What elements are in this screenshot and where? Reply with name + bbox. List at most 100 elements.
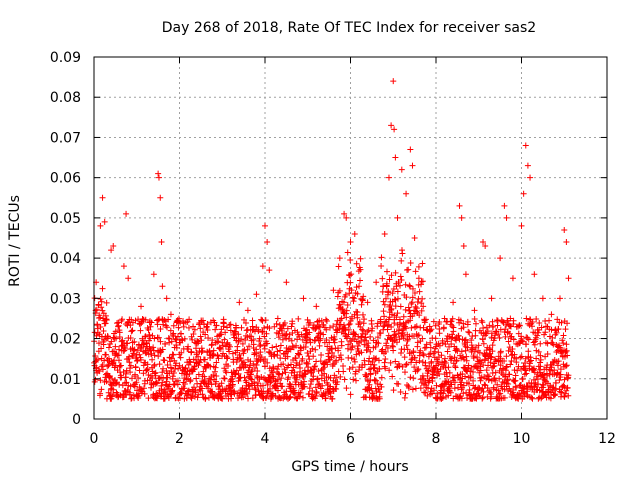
data-point (415, 275, 422, 282)
data-point (319, 382, 326, 389)
data-point (403, 294, 410, 301)
data-point (337, 373, 344, 380)
data-point (220, 320, 227, 327)
data-point (99, 194, 106, 201)
data-point (349, 342, 356, 349)
data-point (378, 254, 385, 261)
data-point (510, 317, 517, 324)
data-point (106, 392, 113, 399)
data-point (318, 351, 325, 358)
data-point (470, 354, 477, 361)
data-point (505, 338, 512, 345)
y-tick-label: 0.02 (50, 332, 81, 348)
data-point (456, 202, 463, 209)
data-point (302, 327, 309, 334)
data-point (149, 375, 156, 382)
data-point (392, 269, 399, 276)
data-point (384, 345, 391, 352)
data-point (199, 391, 206, 398)
data-point (563, 362, 570, 369)
data-point (409, 162, 416, 169)
data-point (320, 322, 327, 329)
data-point (393, 334, 400, 341)
data-point (341, 210, 348, 217)
data-point (184, 318, 191, 325)
data-point (301, 378, 308, 385)
data-point (448, 355, 455, 362)
data-point (326, 324, 333, 331)
data-point (128, 328, 135, 335)
data-point (303, 334, 310, 341)
data-point (428, 326, 435, 333)
data-point (146, 331, 153, 338)
data-point (236, 375, 243, 382)
data-point (288, 323, 295, 330)
data-point (417, 385, 424, 392)
data-point (346, 365, 353, 372)
data-point (140, 370, 147, 377)
data-point (300, 295, 307, 302)
data-point (533, 355, 540, 362)
data-point (351, 356, 358, 363)
data-point (170, 330, 177, 337)
data-point (553, 329, 560, 336)
data-point (393, 314, 400, 321)
data-point (533, 316, 540, 323)
data-point (262, 356, 269, 363)
data-point (436, 370, 443, 377)
data-point (202, 331, 209, 338)
data-point (542, 353, 549, 360)
data-point (460, 243, 467, 250)
data-point (402, 281, 409, 288)
data-point (157, 326, 164, 333)
data-point (324, 361, 331, 368)
data-point (435, 349, 442, 356)
data-point (104, 363, 111, 370)
data-point (529, 395, 536, 402)
data-point (313, 303, 320, 310)
data-point (273, 343, 280, 350)
data-point (398, 277, 405, 284)
data-point (93, 332, 100, 339)
data-point (564, 320, 571, 327)
data-point (132, 317, 139, 324)
data-point (444, 373, 451, 380)
data-point (310, 373, 317, 380)
data-point (344, 249, 351, 256)
data-point (476, 349, 483, 356)
data-point (434, 358, 441, 365)
data-point (408, 359, 415, 366)
data-point (487, 353, 494, 360)
data-point (377, 381, 384, 388)
data-point (516, 322, 523, 329)
data-point (458, 379, 465, 386)
data-point (400, 320, 407, 327)
data-point (299, 336, 306, 343)
data-point (378, 263, 385, 270)
data-point (317, 335, 324, 342)
data-point (523, 341, 530, 348)
data-point (448, 318, 455, 325)
data-point (489, 342, 496, 349)
y-tick-label: 0.01 (50, 372, 81, 388)
data-point (403, 342, 410, 349)
data-point (393, 283, 400, 290)
data-point (474, 354, 481, 361)
data-point (382, 365, 389, 372)
data-point (421, 345, 428, 352)
data-point (342, 291, 349, 298)
data-point (353, 351, 360, 358)
data-point (329, 349, 336, 356)
data-point (548, 311, 555, 318)
data-point (116, 333, 123, 340)
data-point (333, 374, 340, 381)
data-point (360, 327, 367, 334)
data-point (201, 356, 208, 363)
data-point (350, 376, 357, 383)
data-point (219, 395, 226, 402)
data-point (170, 370, 177, 377)
data-point (444, 348, 451, 355)
data-point (347, 239, 354, 246)
data-point (229, 350, 236, 357)
data-point (145, 395, 152, 402)
